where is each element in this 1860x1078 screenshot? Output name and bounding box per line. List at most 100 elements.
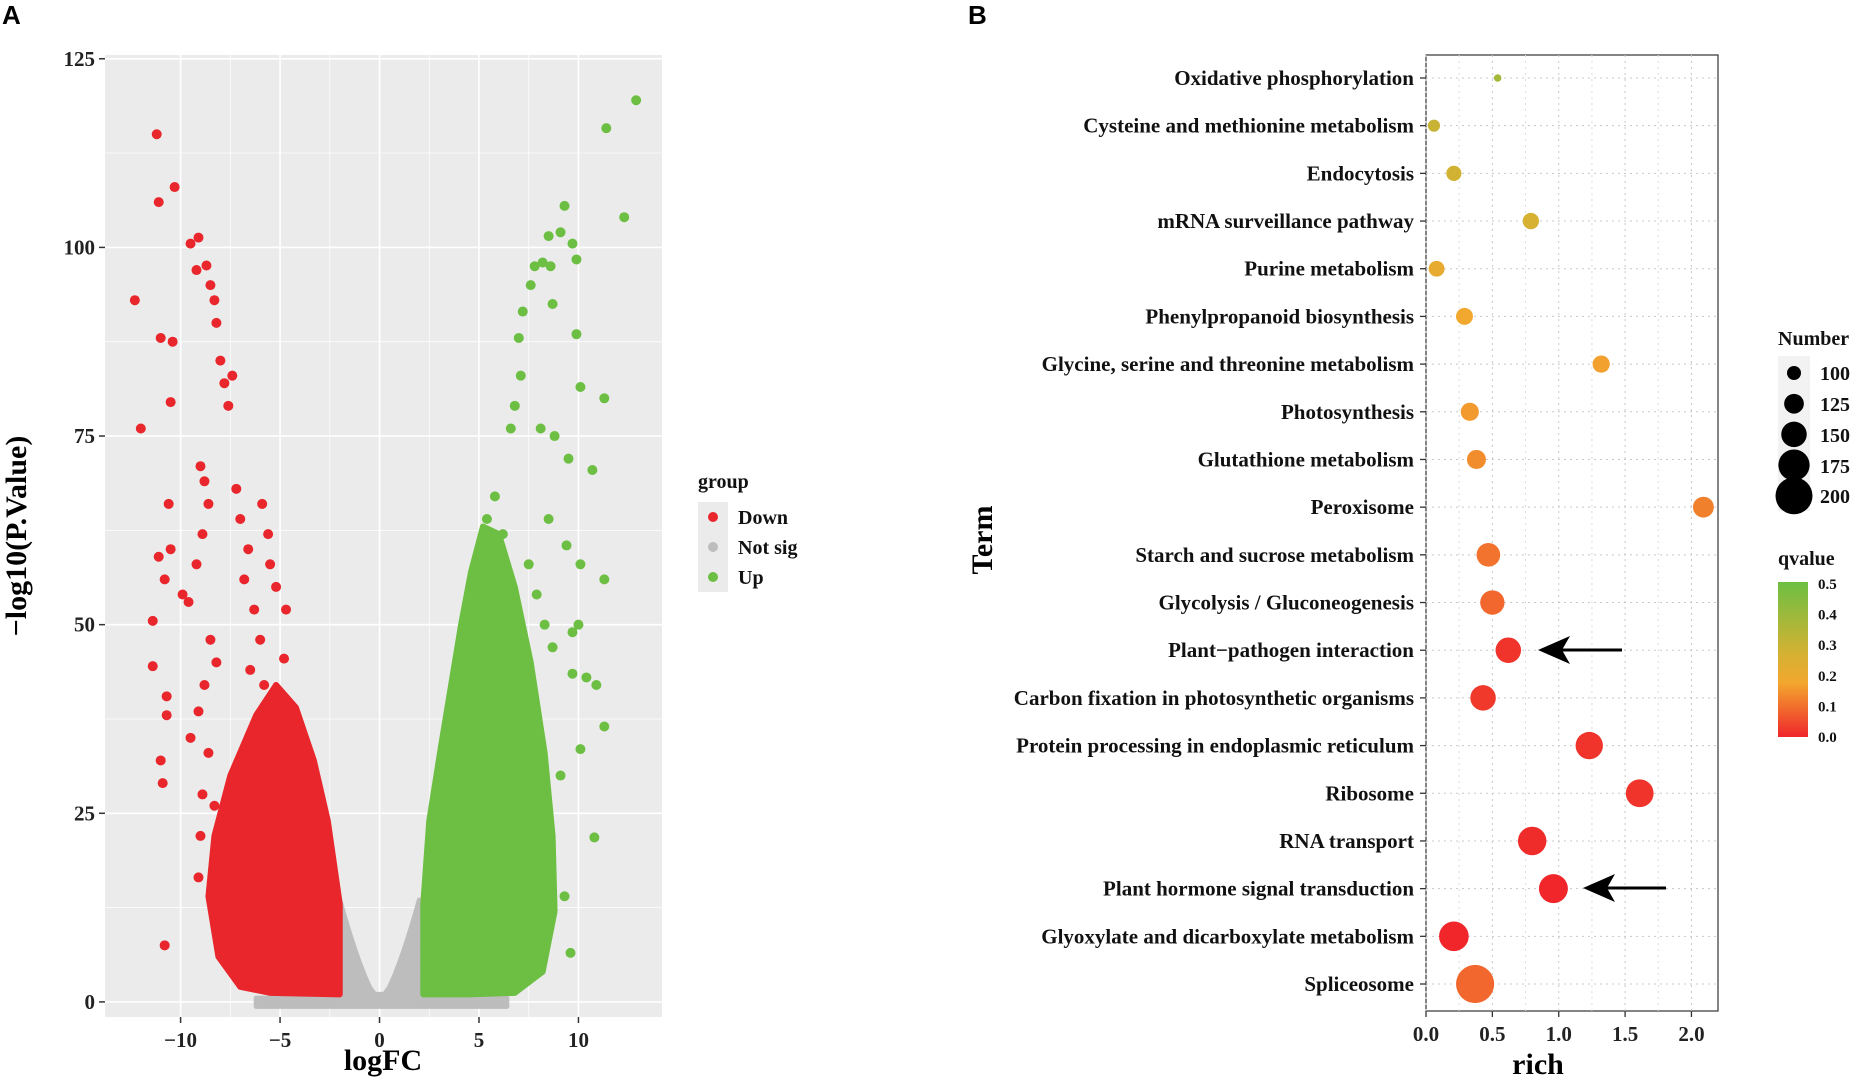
volcano-point-up <box>543 231 554 242</box>
enrichment-x-title: rich <box>1512 1048 1564 1078</box>
volcano-point-down <box>279 653 290 664</box>
volcano-point-up <box>533 966 544 977</box>
panel-b-letter: B <box>968 0 987 30</box>
volcano-point-up <box>466 664 477 675</box>
volcano-point-up <box>535 423 546 434</box>
enrichment-point <box>1476 543 1501 567</box>
volcano-point-down <box>135 423 146 434</box>
enrichment-point <box>1517 826 1547 856</box>
volcano-point-up <box>543 514 554 525</box>
volcano-point-up <box>547 298 558 309</box>
volcano-point-down <box>239 574 250 585</box>
qvalue-tick-label: 0.0 <box>1818 730 1837 746</box>
term-label: Glyoxylate and dicarboxylate metabolism <box>1041 924 1414 948</box>
volcano-point-up <box>575 744 586 755</box>
qvalue-ticks: 0.5 0.4 0.3 0.2 0.1 0.0 <box>1808 577 1837 746</box>
qvalue-tick-label: 0.3 <box>1818 638 1837 654</box>
volcano-down-cloud <box>205 682 343 998</box>
volcano-point-down <box>219 378 230 389</box>
volcano-point-down <box>235 929 246 940</box>
qvalue-tick-label: 0.4 <box>1818 608 1837 624</box>
volcano-point-up <box>559 891 570 902</box>
enrichment-point <box>1466 449 1486 470</box>
enrichment-x-tick-label: 2.0 <box>1678 1022 1704 1046</box>
volcano-point-up <box>599 721 610 732</box>
volcano-point-up <box>471 695 482 706</box>
volcano-point-down <box>271 581 282 592</box>
number-legend-key <box>1784 393 1804 414</box>
term-label: Plant−pathogen interaction <box>1168 638 1414 662</box>
volcano-point-down <box>215 355 226 366</box>
volcano-point-up <box>567 668 578 679</box>
legend-up-label: Up <box>738 567 764 589</box>
volcano-point-down <box>197 529 208 540</box>
term-label: Endocytosis <box>1307 161 1414 185</box>
legend-up-key <box>708 572 718 582</box>
group-legend: group Down Not sig Up <box>698 471 797 592</box>
volcano-point-up <box>545 261 556 272</box>
volcano-point-up <box>537 910 548 921</box>
enrichment-point <box>1692 496 1714 518</box>
volcano-point-up <box>541 929 552 940</box>
volcano-point-up <box>589 832 600 843</box>
term-label: Starch and sucrose metabolism <box>1135 543 1414 567</box>
volcano-point-down <box>243 544 254 555</box>
volcano-y-tick-label: 75 <box>74 424 95 448</box>
qvalue-legend-title: qvalue <box>1778 548 1835 570</box>
volcano-point-down <box>211 317 222 328</box>
volcano-point-up <box>549 431 560 442</box>
volcano-point-up <box>493 574 504 585</box>
volcano-point-down <box>223 400 234 411</box>
volcano-not-sig-cloud <box>253 897 510 1009</box>
volcano-point-up <box>547 642 558 653</box>
volcano-x-tick-label: 10 <box>568 1028 589 1052</box>
enrichment-x-tick-label: 0.5 <box>1479 1022 1505 1046</box>
volcano-point-down <box>177 589 188 600</box>
volcano-point-down <box>265 559 276 570</box>
enrichment-point <box>1427 119 1441 132</box>
number-legend-label: 125 <box>1820 394 1850 416</box>
term-label: Glycolysis / Gluconeogenesis <box>1158 591 1414 615</box>
volcano-point-up <box>513 332 524 343</box>
volcano-point-up <box>601 123 612 134</box>
volcano-x-tick-label: 5 <box>474 1028 485 1052</box>
enrichment-point <box>1538 874 1568 904</box>
volcano-point-down <box>211 657 222 668</box>
volcano-point-down <box>195 461 206 472</box>
volcano-point-down <box>157 778 168 789</box>
number-legend-key <box>1787 366 1801 380</box>
volcano-point-down <box>281 604 292 615</box>
number-legend: Number 100 125 150 175 200 <box>1775 328 1850 515</box>
number-legend-label: 200 <box>1820 486 1850 508</box>
volcano-point-up <box>509 634 520 645</box>
volcano-point-up <box>513 868 524 879</box>
term-label: mRNA surveillance pathway <box>1157 209 1414 233</box>
volcano-x-tick-label: −10 <box>164 1028 197 1052</box>
volcano-point-up <box>477 725 488 736</box>
enrichment-point <box>1493 74 1502 82</box>
volcano-point-up <box>567 238 578 249</box>
volcano-point-down <box>219 913 230 924</box>
panel-a-letter: A <box>2 0 21 30</box>
volcano-point-down <box>155 332 166 343</box>
volcano-point-down <box>205 280 216 291</box>
volcano-point-down <box>155 755 166 766</box>
enrichment-y-title: Term <box>966 506 999 575</box>
volcano-point-down <box>161 710 172 721</box>
not-sig-region <box>253 897 510 1009</box>
volcano-point-down <box>191 265 202 276</box>
legend-notsig-key <box>708 542 718 552</box>
volcano-point-down <box>209 800 220 811</box>
volcano-point-up <box>573 619 584 630</box>
legend-notsig-label: Not sig <box>738 537 797 559</box>
volcano-point-up <box>571 254 582 265</box>
arrow-head <box>1538 636 1570 664</box>
number-legend-label: 175 <box>1820 456 1850 478</box>
volcano-point-up <box>581 672 592 683</box>
volcano-point-down <box>147 661 158 672</box>
volcano-point-up <box>462 634 473 645</box>
enrichment-x-tick-label: 0.0 <box>1413 1022 1439 1046</box>
volcano-point-up <box>517 306 528 317</box>
volcano-x-tick-label: −5 <box>269 1028 291 1052</box>
volcano-point-down <box>159 574 170 585</box>
